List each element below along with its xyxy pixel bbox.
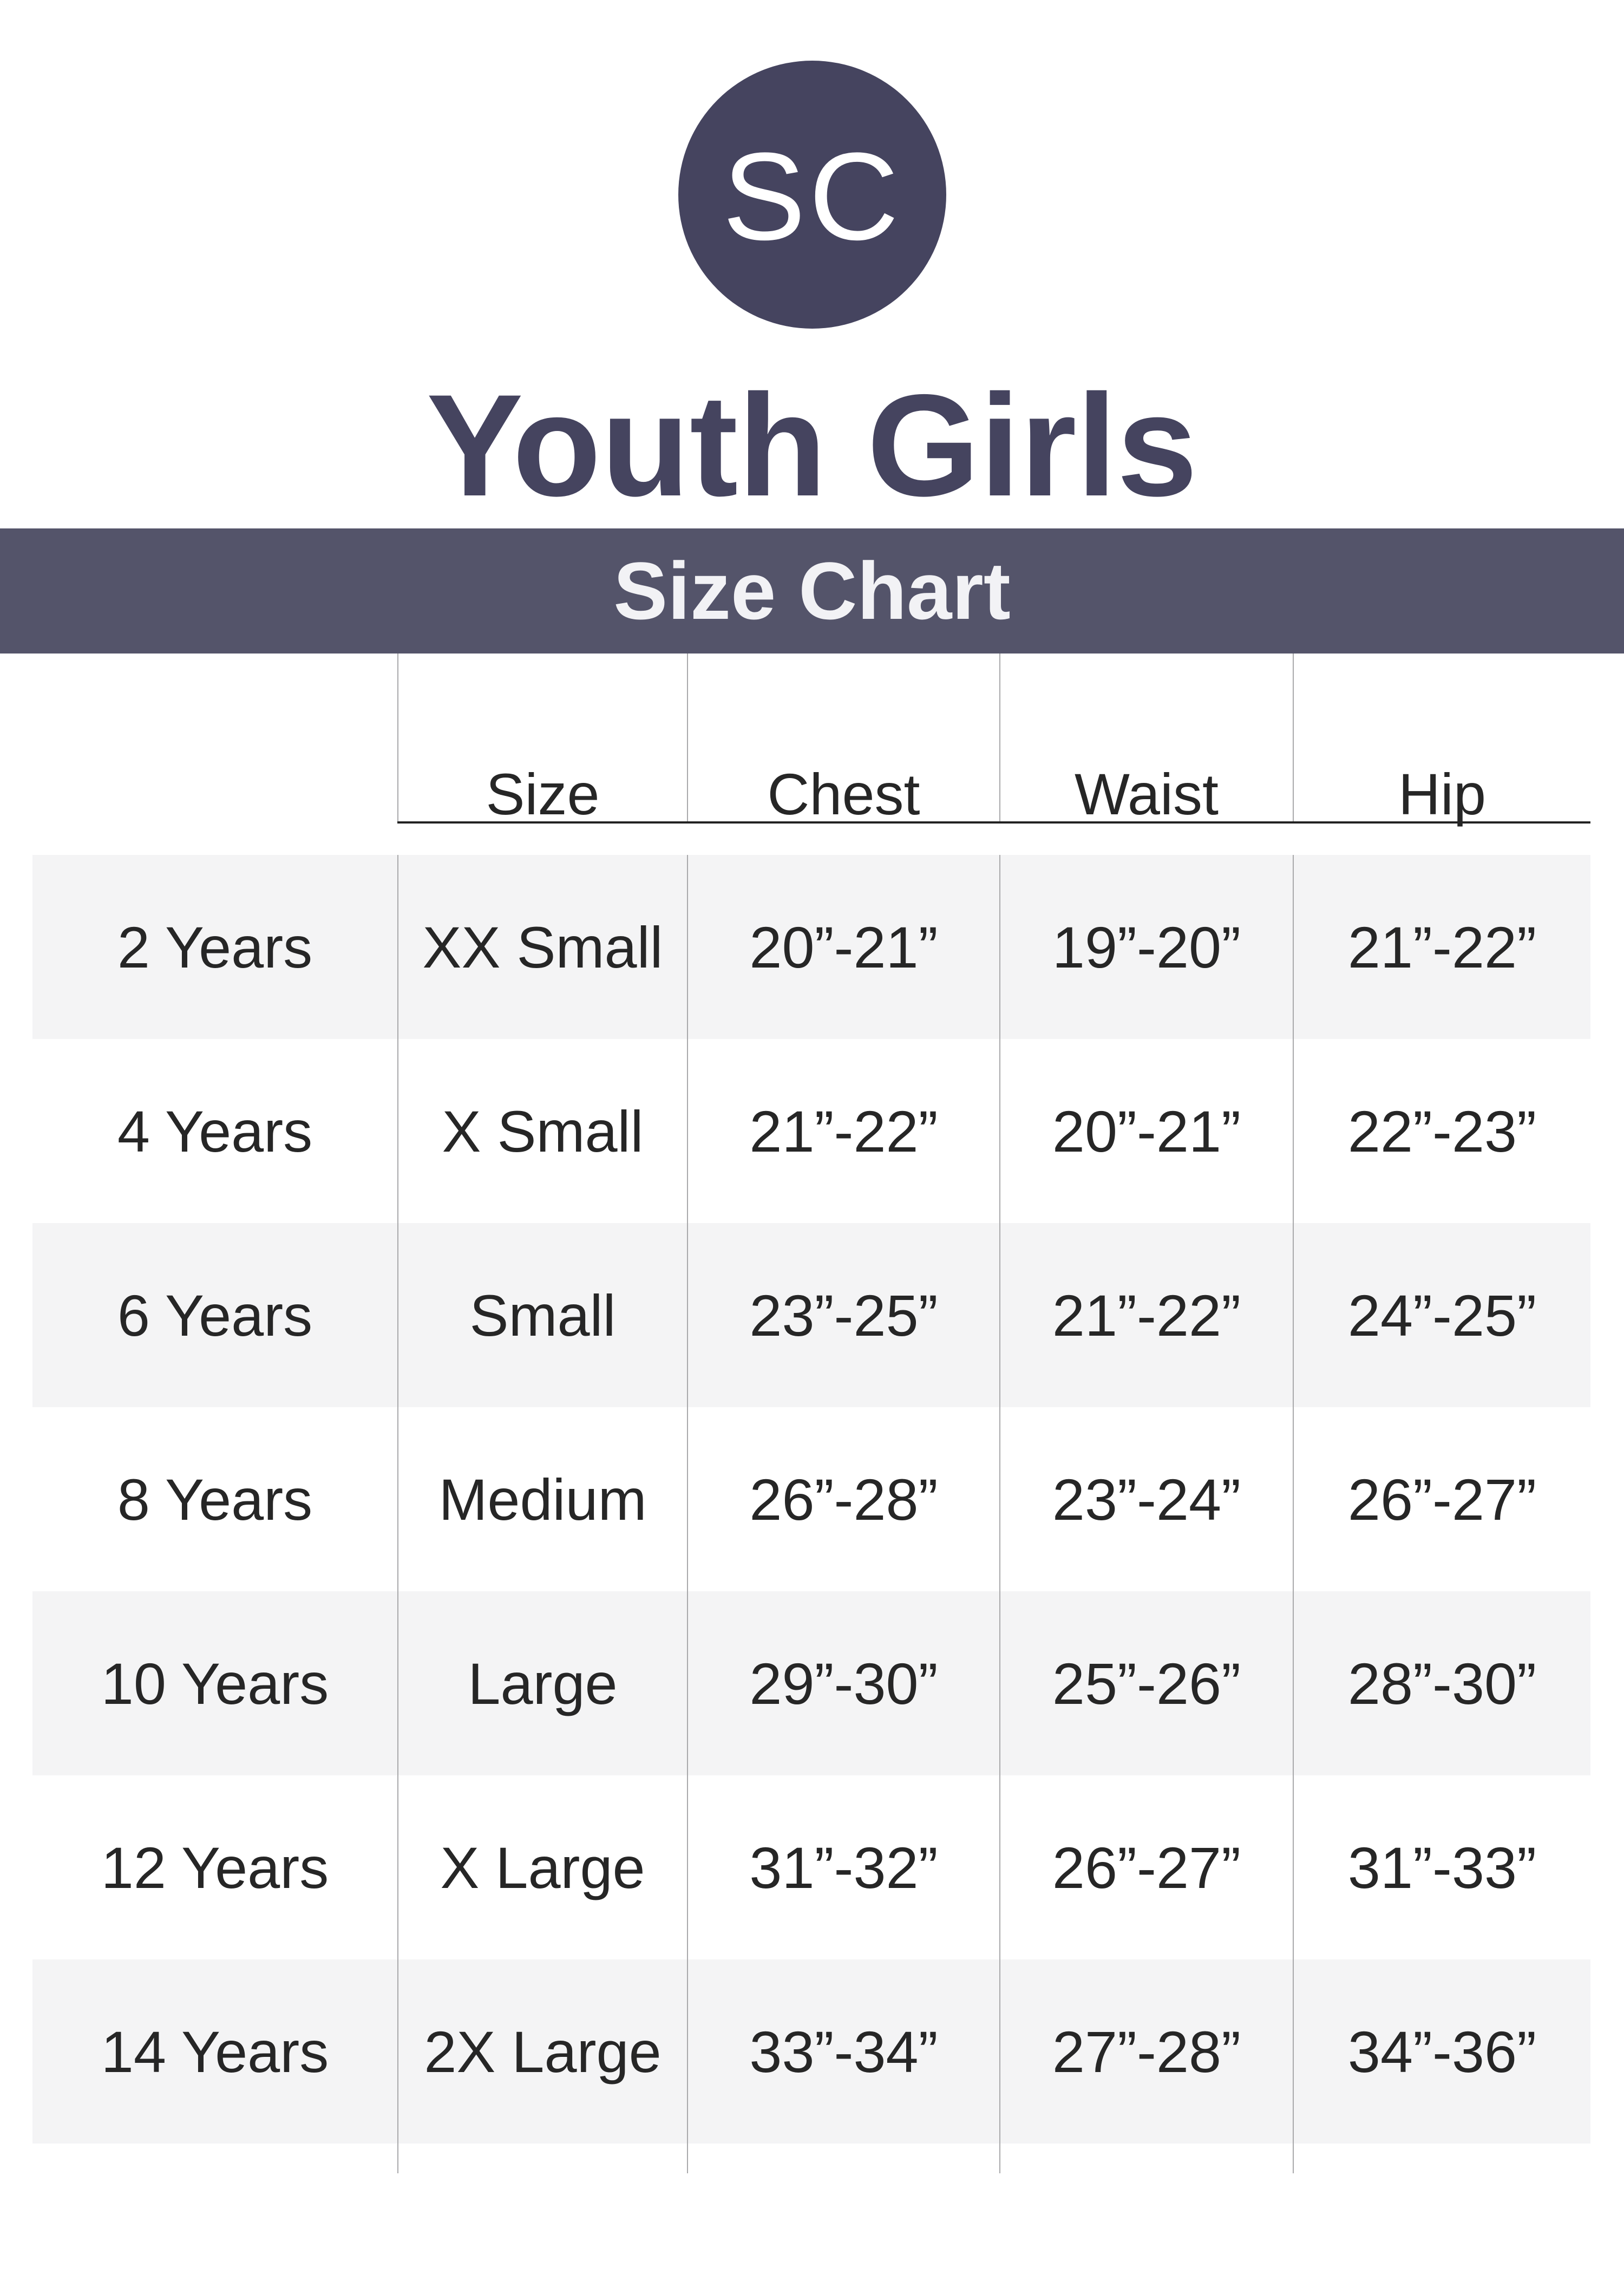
svg-text:SC: SC xyxy=(722,127,902,266)
